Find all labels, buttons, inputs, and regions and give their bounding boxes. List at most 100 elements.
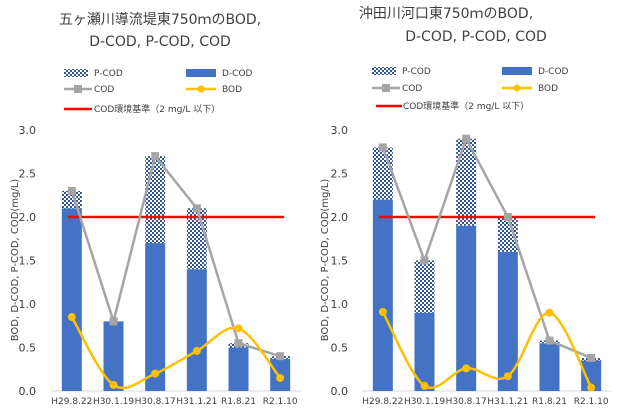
legend-standard-label: COD環境基準（2 mg/L 以下）	[403, 100, 529, 112]
chart-2-plot: 0.0 0.5 1.0 1.5 2.0 2.5 3.0 H29.8.22 H30.1.19 H30…	[331, 124, 612, 407]
bar-d-cod	[497, 251, 518, 391]
point-bod	[276, 373, 285, 382]
bar-d-cod	[414, 312, 435, 391]
series-line-bod	[70, 316, 282, 390]
bar-d-cod	[61, 208, 82, 391]
chart-1: 五ヶ瀬川導流堤東750ｍのBOD, D-COD, P-COD, COD P-CO…	[10, 12, 261, 341]
bar-d-cod	[228, 347, 249, 391]
point-bod	[109, 380, 118, 389]
bar-p-cod	[372, 147, 393, 200]
series-line-cod	[70, 153, 281, 358]
x-tick-label: H31.1.21	[487, 397, 528, 407]
bar-d-cod	[103, 321, 124, 391]
y-tick-label: 0.0	[331, 385, 349, 398]
y-tick-label: 2.5	[331, 168, 349, 181]
legend-d-cod-label: D-COD	[222, 69, 253, 79]
bar-d-cod	[145, 243, 166, 391]
legend-cod-label: COD	[402, 84, 422, 94]
bar-d-cod	[581, 360, 602, 391]
bar-d-cod	[456, 225, 477, 391]
legend-bod-marker	[197, 85, 205, 93]
legend-standard-label: COD環境基準（2 mg/L 以下）	[94, 103, 220, 115]
y-tick-label: 0.5	[331, 342, 349, 355]
x-tick-label: R2.1.10	[574, 397, 609, 407]
x-tick-label: H29.8.22	[51, 397, 92, 407]
legend-bod-marker	[513, 84, 521, 92]
chart-1-plot: 0.0 0.5 1.0 1.5 2.0 2.5 3.0 H29.8.22 H30.1.19 H30…	[19, 124, 301, 407]
legend-p-cod-swatch	[64, 69, 88, 77]
y-tick-label: 0.0	[19, 385, 37, 398]
point-cod	[192, 204, 201, 213]
point-bod	[378, 307, 387, 316]
chart-2-ylabel: BOD, D-COD, P-COD, COD(mg/L)	[320, 179, 331, 342]
legend-bod-label: BOD	[222, 85, 242, 95]
point-bod	[462, 364, 471, 373]
y-tick-label: 2.5	[19, 168, 37, 181]
bar-p-cod	[456, 138, 477, 226]
chart-2-title-line1: 沖田川河口東750ｍのBOD,	[359, 6, 533, 22]
point-bod	[234, 324, 243, 333]
point-cod	[545, 336, 554, 345]
y-tick-label: 1.5	[331, 255, 349, 268]
x-tick-label: R2.1.10	[263, 397, 298, 407]
y-tick-label: 3.0	[19, 124, 37, 137]
chart-2: 沖田川河口東750ｍのBOD, D-COD, P-COD, COD P-COD …	[320, 6, 569, 341]
y-tick-label: 1.5	[19, 255, 37, 268]
point-cod	[151, 152, 160, 161]
point-bod	[503, 372, 512, 381]
y-tick-label: 2.0	[331, 211, 349, 224]
chart-2-legend: P-COD D-COD COD BOD COD環境基準（2 mg/L 以下）	[372, 67, 569, 112]
point-bod	[420, 381, 429, 390]
x-tick-label: H30.1.19	[404, 397, 445, 407]
series-line-bod	[381, 311, 593, 390]
legend-p-cod-swatch	[372, 67, 396, 75]
legend-d-cod-swatch	[186, 69, 216, 77]
chart-1-title-line2: D-COD, P-COD, COD	[89, 34, 231, 50]
legend-d-cod-label: D-COD	[538, 67, 569, 77]
bar-p-cod	[145, 156, 166, 244]
y-tick-label: 1.0	[331, 298, 349, 311]
point-cod	[109, 317, 118, 326]
legend-cod-marker	[74, 85, 82, 93]
bar-d-cod	[372, 199, 393, 391]
series-line-cod	[381, 135, 592, 360]
point-cod	[503, 213, 512, 221]
x-tick-label: H29.8.22	[362, 397, 403, 407]
chart-1-legend: P-COD D-COD COD BOD COD環境基準（2 mg/L 以下）	[64, 69, 253, 115]
bar-p-cod	[414, 260, 435, 313]
legend-p-cod-label: P-COD	[94, 69, 123, 79]
point-cod	[462, 134, 471, 143]
legend-cod-marker	[382, 84, 390, 92]
x-tick-label: H30.8.17	[135, 397, 176, 407]
x-tick-label: R1.8.21	[221, 397, 256, 407]
point-bod	[67, 313, 76, 322]
point-bod	[545, 308, 554, 317]
x-tick-label: R1.8.21	[532, 397, 567, 407]
chart-2-title-line2: D-COD, P-COD, COD	[405, 29, 547, 45]
bar-d-cod	[186, 269, 207, 391]
y-tick-label: 0.5	[19, 342, 37, 355]
point-cod	[420, 256, 429, 265]
point-bod	[587, 383, 596, 392]
legend-cod-label: COD	[94, 85, 114, 95]
bar-d-cod	[539, 343, 560, 391]
point-cod	[234, 339, 243, 348]
point-cod	[587, 353, 596, 362]
legend-bod-label: BOD	[538, 84, 558, 94]
y-tick-label: 2.0	[19, 211, 37, 224]
point-bod	[192, 346, 201, 355]
point-bod	[151, 369, 160, 378]
chart-1-title-line1: 五ヶ瀬川導流堤東750ｍのBOD,	[59, 12, 261, 28]
y-tick-label: 1.0	[19, 298, 37, 311]
chart-1-ylabel: BOD, D-COD, P-COD, COD(mg/L)	[10, 179, 21, 342]
point-cod	[378, 143, 387, 152]
x-tick-label: H31.1.21	[176, 397, 217, 407]
point-cod	[67, 186, 76, 195]
x-tick-label: H30.8.17	[446, 397, 487, 407]
legend-d-cod-swatch	[502, 67, 532, 75]
y-tick-label: 3.0	[331, 124, 349, 137]
point-cod	[276, 352, 285, 361]
x-tick-label: H30.1.19	[93, 397, 134, 407]
